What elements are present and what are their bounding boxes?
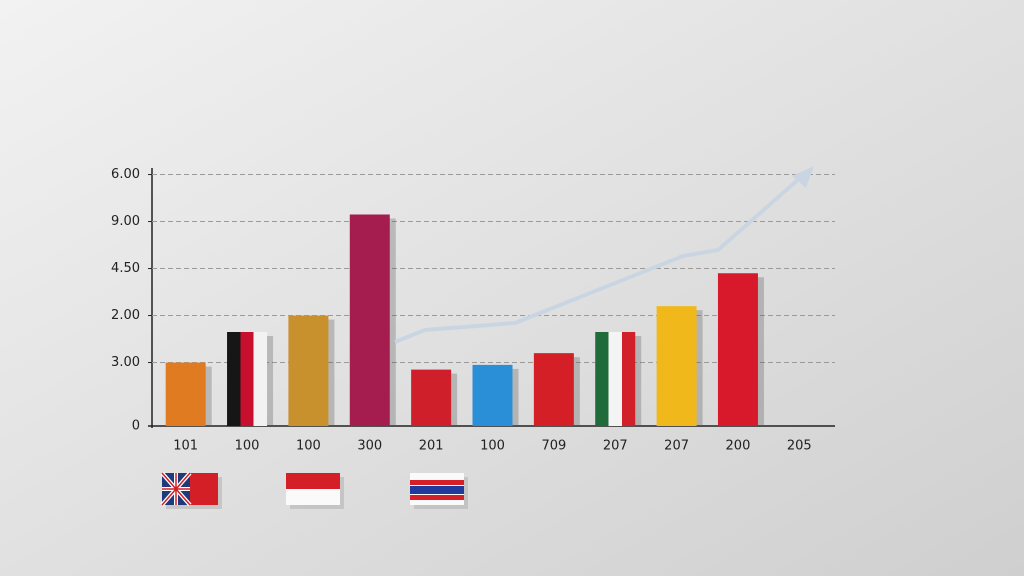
bar — [349, 214, 390, 426]
flag-stripe — [410, 495, 464, 500]
flag-cross — [161, 472, 191, 506]
x-tick-label: 101 — [173, 439, 198, 454]
flag-stripe — [410, 486, 464, 494]
bar — [595, 332, 636, 426]
bar — [411, 369, 452, 426]
x-tick-label: 300 — [357, 439, 382, 454]
y-tick-label: 6.00 — [111, 167, 140, 182]
y-tick-label: 3.00 — [111, 355, 140, 370]
x-tick-label: 100 — [296, 439, 321, 454]
y-tick-label: 2.00 — [111, 308, 140, 323]
x-tick-label: 207 — [603, 439, 628, 454]
y-tick-label: 9.00 — [111, 214, 140, 229]
x-tick-label: 201 — [419, 439, 444, 454]
bar — [227, 332, 268, 426]
flag — [286, 489, 340, 505]
bar — [472, 364, 513, 426]
bar — [717, 273, 758, 426]
x-tick-label: 207 — [664, 439, 689, 454]
flag — [286, 473, 340, 489]
trend-arrow — [394, 176, 802, 344]
y-tick-label: 4.50 — [111, 261, 140, 276]
x-tick-label: 100 — [480, 439, 505, 454]
x-tick-label: 100 — [235, 439, 260, 454]
bar — [288, 315, 329, 426]
bar — [656, 306, 697, 426]
x-tick-label: 205 — [787, 439, 812, 454]
bar — [165, 362, 206, 426]
x-tick-label: 709 — [541, 439, 566, 454]
trend-arrow-head — [792, 166, 814, 188]
y-tick-label: 0 — [132, 419, 140, 434]
flag-stripe — [410, 480, 464, 485]
bar — [533, 353, 574, 426]
flag-legend — [160, 471, 468, 509]
x-tick-label: 200 — [726, 439, 751, 454]
